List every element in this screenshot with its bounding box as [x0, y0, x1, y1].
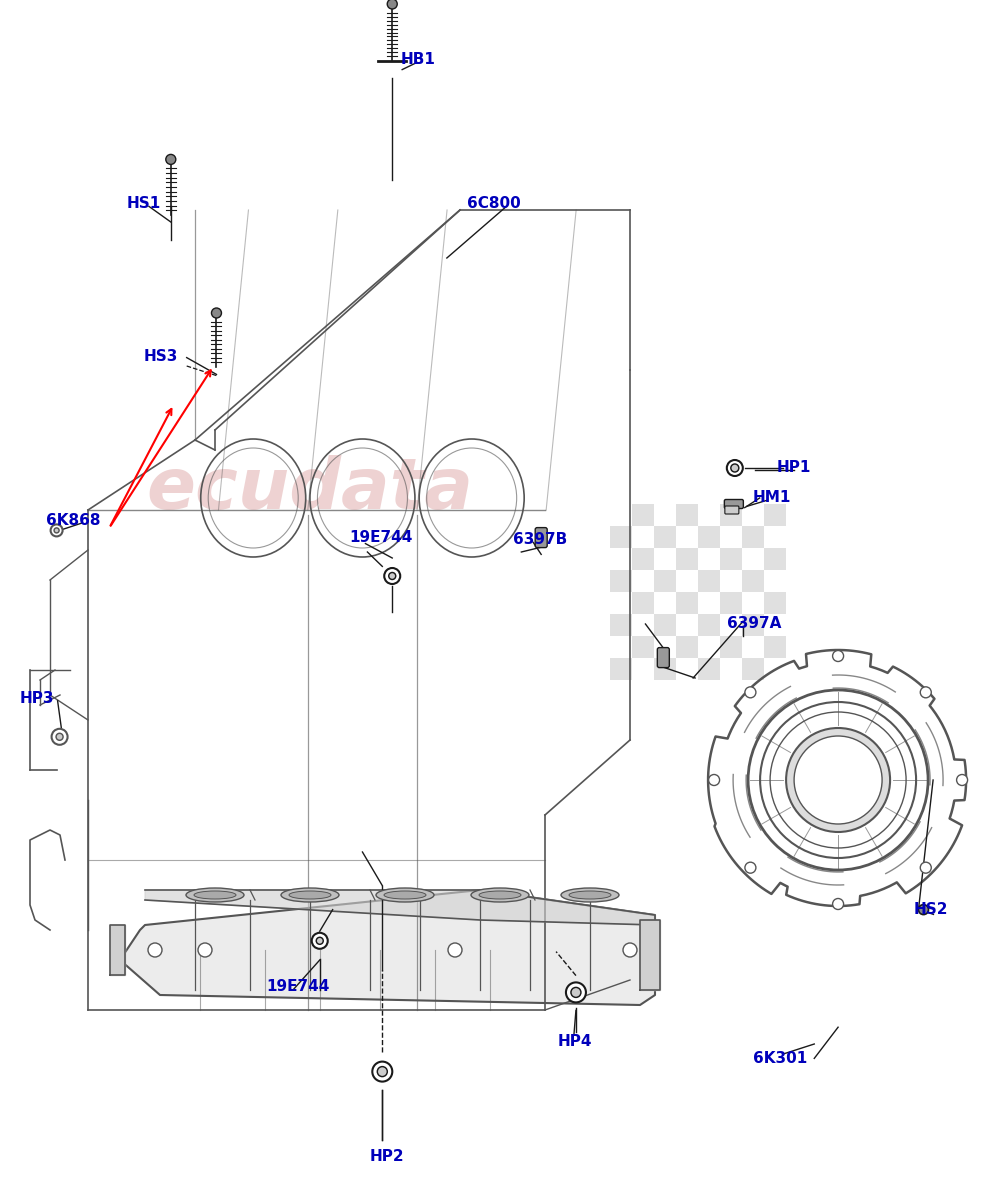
- Circle shape: [372, 1062, 392, 1081]
- Ellipse shape: [281, 888, 339, 902]
- Text: HP4: HP4: [558, 1034, 593, 1049]
- Circle shape: [731, 464, 739, 472]
- Circle shape: [745, 686, 756, 698]
- Bar: [720, 504, 742, 526]
- Ellipse shape: [186, 888, 244, 902]
- Text: 6397A: 6397A: [727, 617, 781, 631]
- Text: ecudata: ecudata: [147, 456, 474, 524]
- Bar: [632, 548, 654, 570]
- Text: 6K301: 6K301: [753, 1051, 807, 1066]
- Circle shape: [388, 572, 396, 580]
- Bar: [742, 614, 764, 636]
- Bar: [654, 658, 676, 680]
- Text: HP2: HP2: [369, 1150, 404, 1164]
- FancyBboxPatch shape: [657, 648, 669, 667]
- Circle shape: [52, 728, 68, 745]
- Ellipse shape: [384, 890, 426, 899]
- Bar: [698, 526, 720, 548]
- Bar: [632, 636, 654, 658]
- Circle shape: [571, 988, 581, 997]
- Bar: [610, 658, 632, 680]
- Text: HB1: HB1: [400, 53, 435, 67]
- Bar: [654, 526, 676, 548]
- Circle shape: [148, 943, 162, 958]
- Bar: [654, 570, 676, 592]
- Circle shape: [919, 905, 928, 914]
- Circle shape: [448, 943, 462, 958]
- Bar: [654, 614, 676, 636]
- Ellipse shape: [569, 890, 611, 899]
- Circle shape: [786, 728, 890, 832]
- Circle shape: [54, 528, 60, 533]
- Circle shape: [387, 0, 397, 8]
- Circle shape: [745, 862, 756, 874]
- Text: HP1: HP1: [777, 461, 811, 475]
- Bar: [698, 570, 720, 592]
- Bar: [610, 526, 632, 548]
- Text: 6K868: 6K868: [46, 514, 100, 528]
- Circle shape: [832, 899, 844, 910]
- Bar: [764, 636, 786, 658]
- Text: 6397B: 6397B: [513, 533, 568, 547]
- Circle shape: [566, 983, 586, 1002]
- Polygon shape: [120, 890, 655, 1006]
- Bar: [720, 636, 742, 658]
- Bar: [742, 526, 764, 548]
- Text: HM1: HM1: [753, 491, 791, 505]
- Bar: [742, 658, 764, 680]
- Bar: [720, 548, 742, 570]
- FancyBboxPatch shape: [535, 528, 547, 547]
- Circle shape: [316, 937, 324, 944]
- Text: HS2: HS2: [914, 902, 948, 917]
- Circle shape: [956, 774, 967, 786]
- Circle shape: [377, 1067, 387, 1076]
- Ellipse shape: [376, 888, 434, 902]
- Bar: [764, 592, 786, 614]
- Ellipse shape: [194, 890, 236, 899]
- Ellipse shape: [289, 890, 331, 899]
- Circle shape: [921, 686, 931, 698]
- Ellipse shape: [471, 888, 529, 902]
- Circle shape: [198, 943, 212, 958]
- Ellipse shape: [479, 890, 521, 899]
- Circle shape: [312, 932, 328, 949]
- Text: HP3: HP3: [20, 691, 55, 706]
- Bar: [632, 504, 654, 526]
- Text: HS3: HS3: [144, 349, 179, 364]
- Bar: [764, 548, 786, 570]
- Circle shape: [623, 943, 637, 958]
- Polygon shape: [145, 890, 655, 925]
- Circle shape: [51, 524, 63, 536]
- Circle shape: [832, 650, 844, 661]
- Bar: [720, 592, 742, 614]
- Circle shape: [212, 308, 221, 318]
- Polygon shape: [640, 920, 660, 990]
- FancyBboxPatch shape: [725, 506, 739, 514]
- Bar: [698, 614, 720, 636]
- Bar: [610, 614, 632, 636]
- Bar: [698, 658, 720, 680]
- Bar: [610, 570, 632, 592]
- Text: 19E744: 19E744: [350, 530, 413, 545]
- Text: HS1: HS1: [127, 197, 161, 211]
- Circle shape: [709, 774, 720, 786]
- Bar: [676, 636, 698, 658]
- Text: 19E744: 19E744: [266, 979, 330, 994]
- Circle shape: [166, 155, 176, 164]
- Ellipse shape: [561, 888, 619, 902]
- Bar: [742, 570, 764, 592]
- Text: 6C800: 6C800: [467, 197, 520, 211]
- Circle shape: [921, 862, 931, 874]
- Bar: [632, 592, 654, 614]
- FancyBboxPatch shape: [724, 499, 744, 509]
- Bar: [676, 592, 698, 614]
- Circle shape: [56, 733, 64, 740]
- Polygon shape: [110, 925, 125, 974]
- Circle shape: [727, 460, 743, 476]
- Bar: [764, 504, 786, 526]
- Bar: [676, 548, 698, 570]
- Bar: [676, 504, 698, 526]
- Circle shape: [794, 736, 882, 824]
- Circle shape: [384, 568, 400, 584]
